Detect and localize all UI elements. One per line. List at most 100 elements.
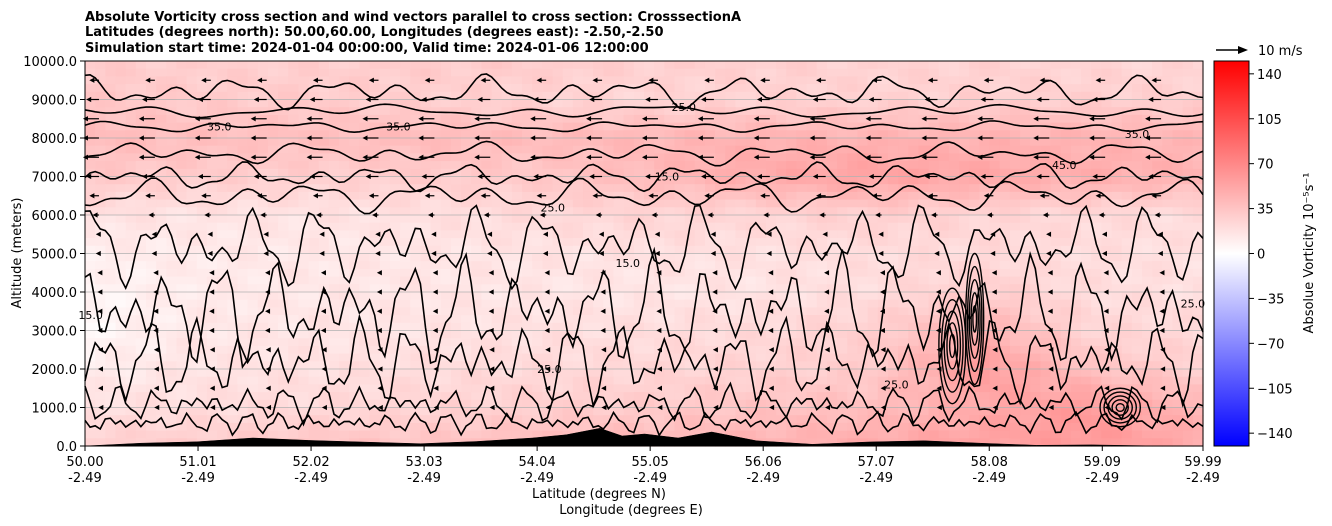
- vorticity-cell: [481, 376, 493, 385]
- vorticity-cell: [1040, 315, 1052, 324]
- vorticity-cell: [969, 122, 980, 131]
- vorticity-cell: [440, 399, 452, 409]
- vorticity-cell: [989, 114, 1001, 124]
- vorticity-cell: [979, 399, 991, 409]
- vorticity-cell: [786, 61, 798, 70]
- vorticity-cell: [572, 207, 584, 216]
- vorticity-cell: [95, 145, 106, 154]
- vorticity-cell: [877, 399, 889, 409]
- vorticity-cell: [145, 369, 157, 378]
- vorticity-cell: [481, 369, 493, 378]
- vorticity-cell: [430, 161, 442, 170]
- vorticity-cell: [308, 369, 320, 378]
- vorticity-cell: [928, 322, 940, 332]
- vorticity-cell: [217, 191, 228, 201]
- vorticity-cell: [1050, 230, 1062, 239]
- vorticity-cell: [765, 215, 777, 224]
- vorticity-cell: [725, 345, 737, 355]
- vorticity-cell: [1020, 261, 1031, 270]
- vorticity-cell: [1020, 191, 1031, 201]
- vorticity-cell: [664, 345, 676, 355]
- vorticity-cell: [511, 222, 523, 231]
- vorticity-cell: [145, 338, 157, 347]
- vorticity-cell: [532, 330, 543, 339]
- vorticity-cell: [1162, 184, 1174, 193]
- vorticity-cell: [1182, 238, 1194, 247]
- vorticity-cell: [247, 284, 259, 293]
- vorticity-cell: [623, 253, 635, 262]
- vorticity-cell: [105, 353, 117, 362]
- vorticity-cell: [532, 299, 543, 308]
- vorticity-cell: [735, 191, 747, 201]
- vorticity-cell: [918, 222, 930, 231]
- vorticity-cell: [867, 268, 879, 278]
- vorticity-cell: [1162, 307, 1174, 316]
- vorticity-cell: [603, 84, 615, 93]
- vorticity-cell: [816, 322, 828, 332]
- vorticity-cell: [755, 199, 767, 208]
- vorticity-cell: [1009, 315, 1021, 324]
- vorticity-cell: [694, 191, 706, 201]
- vorticity-cell: [95, 191, 106, 201]
- vorticity-cell: [725, 215, 737, 224]
- vorticity-cell: [694, 353, 706, 362]
- vorticity-cell: [1121, 238, 1133, 247]
- vorticity-cell: [552, 176, 564, 185]
- vorticity-cell: [786, 384, 798, 393]
- vorticity-cell: [674, 114, 686, 124]
- vorticity-cell: [85, 392, 96, 401]
- vorticity-cell: [257, 315, 269, 324]
- vorticity-cell: [410, 284, 421, 293]
- vorticity-cell: [735, 322, 747, 332]
- vorticity-cell: [704, 384, 716, 393]
- vorticity-cell: [1050, 84, 1062, 93]
- vorticity-cell: [715, 292, 726, 301]
- vorticity-cell: [186, 292, 198, 301]
- vorticity-cell: [491, 153, 503, 162]
- vorticity-cell: [948, 191, 960, 201]
- vorticity-cell: [603, 207, 615, 216]
- vorticity-cell: [420, 138, 432, 147]
- vorticity-cell: [491, 376, 503, 385]
- vorticity-cell: [1152, 61, 1163, 70]
- vorticity-cell: [938, 184, 950, 193]
- vorticity-cell: [85, 199, 96, 208]
- vorticity-cell: [145, 68, 157, 77]
- vorticity-cell: [247, 376, 259, 385]
- vorticity-cell: [572, 361, 584, 370]
- vorticity-cell: [816, 130, 828, 139]
- vorticity-cell: [959, 191, 970, 201]
- vorticity-cell: [410, 392, 421, 401]
- vorticity-cell: [522, 215, 533, 224]
- vorticity-cell: [389, 322, 401, 332]
- vorticity-cell: [786, 322, 798, 332]
- vorticity-cell: [826, 222, 838, 231]
- vorticity-cell: [887, 307, 899, 316]
- vorticity-cell: [400, 215, 411, 224]
- vorticity-cell: [725, 369, 737, 378]
- vorticity-cell: [511, 215, 523, 224]
- vorticity-cell: [857, 276, 869, 285]
- vorticity-cell: [115, 315, 127, 324]
- vorticity-cell: [267, 376, 279, 385]
- vorticity-cell: [786, 330, 798, 339]
- vorticity-cell: [501, 84, 513, 93]
- vorticity-cell: [938, 276, 950, 285]
- vorticity-cell: [1060, 338, 1072, 347]
- vorticity-cell: [298, 268, 310, 278]
- vorticity-cell: [938, 191, 950, 201]
- vorticity-cell: [450, 268, 462, 278]
- vorticity-cell: [339, 153, 350, 162]
- vorticity-cell: [1060, 253, 1072, 262]
- vorticity-cell: [989, 222, 1001, 231]
- vorticity-cell: [1040, 176, 1052, 185]
- vorticity-cell: [969, 315, 980, 324]
- vorticity-cell: [217, 292, 228, 301]
- vorticity-cell: [1131, 399, 1143, 409]
- vorticity-cell: [1182, 276, 1194, 285]
- vorticity-cell: [776, 284, 787, 293]
- vorticity-cell: [430, 245, 442, 255]
- vorticity-cell: [796, 168, 808, 178]
- vorticity-cell: [1111, 399, 1123, 409]
- vorticity-cell: [339, 369, 350, 378]
